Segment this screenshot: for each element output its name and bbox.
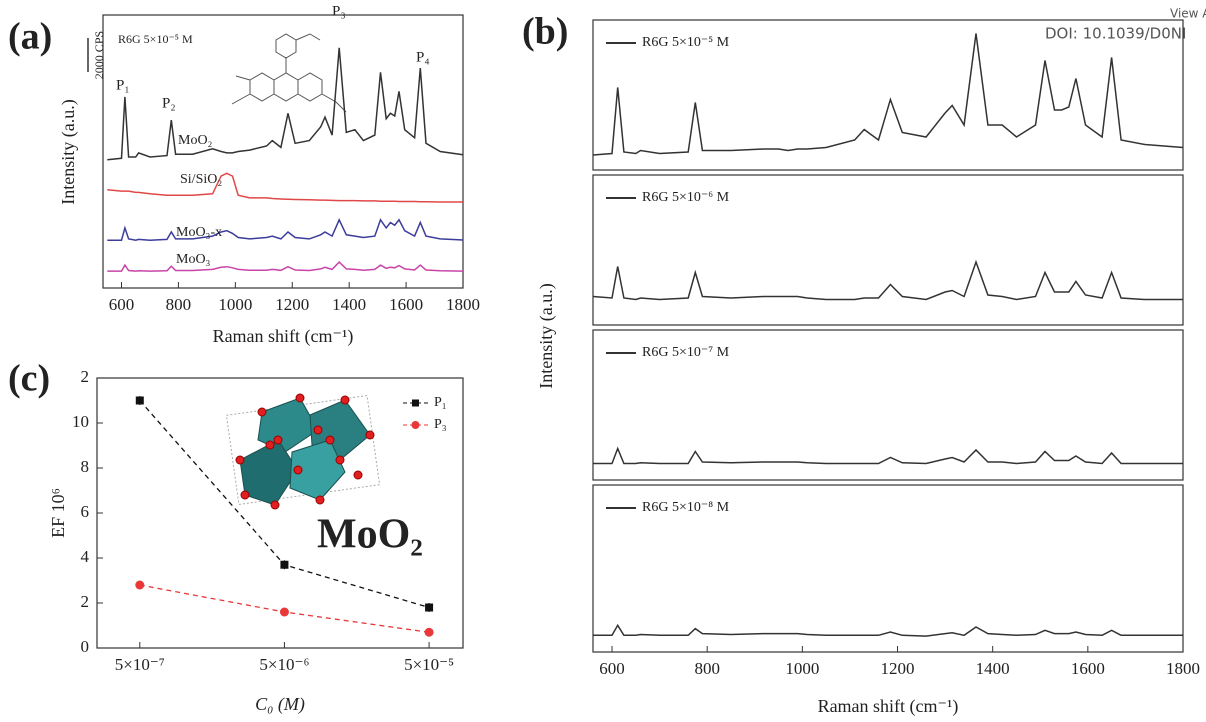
y-axis-title: EF 10⁶ bbox=[48, 488, 68, 538]
annotation: MoO₂ bbox=[317, 512, 423, 558]
panel-label: (b) bbox=[522, 11, 568, 53]
spectrum bbox=[592, 259, 1183, 301]
spectrum bbox=[107, 47, 464, 161]
spectrum bbox=[593, 446, 1183, 465]
y-axis-title: Intensity (a.u.) bbox=[536, 283, 557, 388]
point bbox=[135, 396, 144, 405]
annotation: P₄ bbox=[416, 49, 430, 65]
series-label: MoO₃-x bbox=[176, 225, 222, 240]
crystal-structure bbox=[225, 393, 381, 510]
x-tick-label: 1200 bbox=[881, 659, 915, 678]
x-tick-label: 600 bbox=[599, 659, 625, 678]
point bbox=[425, 603, 434, 612]
spectrum bbox=[592, 33, 1184, 156]
plot-frame bbox=[592, 19, 1184, 171]
y-tick-label: 2 bbox=[81, 367, 90, 386]
annotation: R6G 5×10⁻⁵ M bbox=[118, 32, 193, 46]
legend-label: R6G 5×10⁻⁷ M bbox=[642, 345, 730, 360]
panel-label: (a) bbox=[8, 16, 52, 58]
point bbox=[279, 607, 289, 617]
x-tick-label: 5×10⁻⁷ bbox=[115, 655, 165, 674]
x-tick-label: 1000 bbox=[218, 295, 252, 314]
y-tick-label: 2 bbox=[81, 592, 90, 611]
series-label: Si/SiO₂ bbox=[180, 172, 222, 187]
x-tick-label: 600 bbox=[109, 295, 135, 314]
x-tick-label: 1600 bbox=[389, 295, 423, 314]
x-tick-label: 800 bbox=[166, 295, 192, 314]
annotation: P₃ bbox=[332, 3, 346, 19]
panel-label: (c) bbox=[8, 358, 50, 400]
series-label: MoO₃ bbox=[176, 252, 211, 267]
y-axis-title: Intensity (a.u.) bbox=[58, 99, 79, 204]
x-tick-label: 5×10⁻⁵ bbox=[404, 655, 454, 674]
plot-frame bbox=[592, 174, 1184, 326]
plot-frame bbox=[592, 329, 1184, 481]
x-tick-label: 1000 bbox=[785, 659, 819, 678]
x-tick-label: 5×10⁻⁶ bbox=[259, 655, 309, 674]
spectrum bbox=[107, 261, 464, 272]
legend-marker bbox=[411, 421, 420, 429]
x-tick-label: 800 bbox=[694, 659, 720, 678]
annotation: P₁ bbox=[116, 77, 130, 93]
header-link[interactable]: View Arti bbox=[1170, 7, 1206, 21]
annotation: P₂ bbox=[162, 95, 176, 111]
legend-label: P₁ bbox=[434, 395, 447, 410]
x-tick-label: 1600 bbox=[1071, 659, 1105, 678]
series-label: MoO₂ bbox=[178, 133, 213, 148]
spectrum bbox=[107, 217, 464, 241]
annotation: 2000 CPS bbox=[92, 31, 106, 79]
y-tick-label: 10 bbox=[72, 412, 89, 431]
x-tick-label: 1800 bbox=[1166, 659, 1200, 678]
x-tick-label: 1400 bbox=[976, 659, 1010, 678]
y-tick-label: 8 bbox=[81, 457, 90, 476]
x-axis-title: Raman shift (cm⁻¹) bbox=[213, 326, 354, 347]
y-tick-label: 0 bbox=[81, 637, 90, 656]
x-tick-label: 1800 bbox=[446, 295, 480, 314]
x-axis-title: Raman shift (cm⁻¹) bbox=[818, 696, 959, 717]
legend-label: R6G 5×10⁻⁸ M bbox=[642, 500, 730, 515]
plot-frame bbox=[592, 484, 1184, 653]
legend-label: R6G 5×10⁻⁶ M bbox=[642, 190, 730, 205]
y-tick-label: 4 bbox=[81, 547, 90, 566]
x-tick-label: 1200 bbox=[275, 295, 309, 314]
x-axis-title: C₀ (M) bbox=[255, 694, 305, 715]
point bbox=[135, 580, 145, 590]
x-tick-label: 1400 bbox=[332, 295, 366, 314]
legend-marker bbox=[412, 399, 419, 407]
y-tick-label: 6 bbox=[81, 502, 90, 521]
doi: DOI: 10.1039/D0NI bbox=[1045, 25, 1186, 43]
point bbox=[280, 560, 289, 569]
legend-label: P₃ bbox=[434, 417, 447, 432]
point bbox=[424, 627, 434, 637]
plot-frame bbox=[102, 14, 464, 289]
spectrum bbox=[107, 172, 463, 203]
legend-label: R6G 5×10⁻⁵ M bbox=[642, 35, 730, 50]
molecule bbox=[231, 33, 347, 113]
spectrum bbox=[593, 623, 1183, 637]
